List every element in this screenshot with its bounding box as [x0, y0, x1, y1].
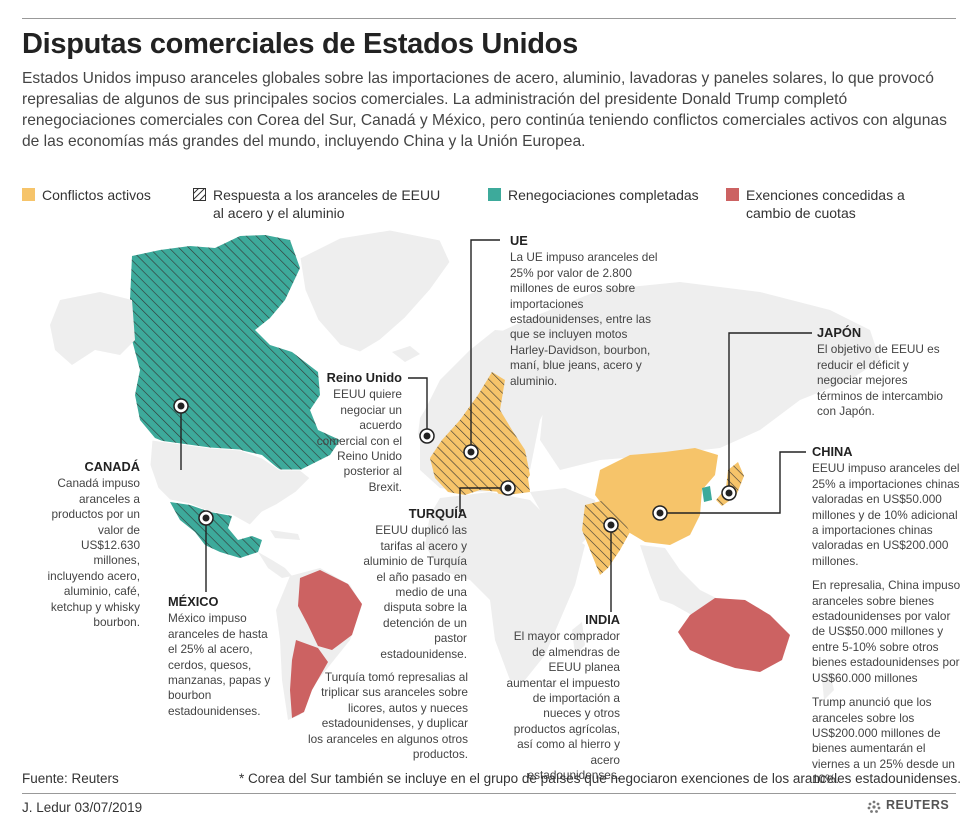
- annotation-china-text-1: EEUU impuso aranceles del 25% a importac…: [812, 461, 960, 568]
- iceland-shape: [392, 346, 420, 362]
- leader-lines: [180, 239, 812, 612]
- india-shape: [582, 500, 630, 575]
- annotation-india-title: INDIA: [585, 612, 620, 627]
- russia-shape: [530, 282, 880, 470]
- annotation-japan-title: JAPÓN: [817, 325, 862, 340]
- annotation-turkey: TURQUÍA EEUU duplicó las tarifas al acer…: [362, 506, 467, 662]
- annotation-mexico: MÉXICO México impuso aranceles de hasta …: [168, 594, 278, 719]
- annotation-eu: UE La UE impuso aranceles del 25% por va…: [510, 233, 662, 389]
- annotation-mexico-title: MÉXICO: [168, 594, 219, 609]
- reuters-logo-icon: [867, 800, 881, 813]
- legend-exemptions: Exenciones concedidas a cambio de cuotas: [726, 186, 926, 222]
- source-note: Fuente: Reuters: [22, 771, 119, 786]
- annotation-eu-text: La UE impuso aranceles del 25% por valor…: [510, 250, 658, 388]
- australia-shape: [678, 598, 790, 672]
- credit-line: J. Ledur 03/07/2019: [22, 800, 143, 815]
- legend-tariff-response: Respuesta a los aranceles de EEUU al ace…: [193, 186, 453, 222]
- marker-eu: [463, 444, 479, 460]
- brazil-shape: [298, 570, 362, 650]
- legend-label-exemptions: Exenciones concedidas a cambio de cuotas: [746, 187, 905, 221]
- usa-shape: [149, 439, 311, 526]
- legend-swatch-active: [22, 188, 35, 201]
- eu-shape: [430, 372, 530, 495]
- legend-label-renegotiated: Renegociaciones completadas: [508, 187, 699, 203]
- annotation-turkey-text-2: Turquía tomó represalias al triplicar su…: [308, 670, 469, 762]
- se-asia-shape: [640, 545, 720, 610]
- annotation-turkey-text-1: EEUU duplicó las tarifas al acero y alum…: [363, 523, 467, 661]
- caribbean-shape: [270, 530, 300, 540]
- legend-renegotiated: Renegociaciones completadas: [488, 186, 699, 204]
- marker-china: [652, 505, 668, 521]
- marker-japan: [721, 485, 737, 501]
- annotation-eu-title: UE: [510, 233, 528, 248]
- marker-mexico: [198, 510, 214, 526]
- annotation-china-title: CHINA: [812, 444, 853, 459]
- annotation-turkey-retaliation: Turquía tomó represalias al triplicar su…: [308, 670, 468, 762]
- annotation-canada-title: CANADÁ: [84, 459, 140, 474]
- china-shape: [595, 448, 718, 545]
- annotation-canada-text: Canadá impuso aranceles a productos por …: [47, 476, 140, 630]
- location-markers: [173, 398, 737, 533]
- page-title: Disputas comerciales de Estados Unidos: [22, 28, 578, 60]
- alaska-shape: [50, 292, 135, 365]
- legend-label-active: Conflictos activos: [42, 187, 151, 203]
- annotation-turkey-title: TURQUÍA: [408, 506, 467, 521]
- footnote: * Corea del Sur también se incluye en el…: [239, 771, 961, 786]
- legend-swatch-exemptions: [726, 188, 739, 201]
- annotation-china-text-3: Trump anunció que los aranceles sobre lo…: [812, 695, 955, 787]
- annotation-uk-text: EEUU quiere negociar un acuerdo comercia…: [316, 387, 402, 494]
- annotation-canada: CANADÁ Canadá impuso aranceles a product…: [40, 459, 140, 630]
- legend-active: Conflictos activos: [22, 186, 151, 204]
- legend-swatch-hatched: [193, 188, 206, 201]
- mexico-shape: [170, 502, 262, 558]
- annotation-mexico-text: México impuso aranceles de hasta el 25% …: [168, 611, 271, 718]
- new-zealand-shape: [822, 672, 834, 700]
- marker-canada: [173, 398, 189, 414]
- annotation-japan: JAPÓN El objetivo de EEUU es reducir el …: [817, 325, 947, 419]
- reuters-logo: REUTERS: [886, 798, 950, 812]
- marker-india: [603, 517, 619, 533]
- legend-swatch-renegotiated: [488, 188, 501, 201]
- argentina-shape: [290, 640, 328, 718]
- legend-label-tariff-response: Respuesta a los aranceles de EEUU al ace…: [213, 187, 441, 221]
- marker-turkey: [500, 480, 516, 496]
- annotation-india-text: El mayor comprador de almendras de EEUU …: [506, 629, 620, 783]
- marker-uk: [419, 428, 435, 444]
- annotation-india: INDIA El mayor comprador de almendras de…: [498, 612, 620, 783]
- south-korea-shape: [702, 486, 712, 502]
- top-rule: [22, 18, 956, 19]
- annotation-china: CHINA EEUU impuso aranceles del 25% a im…: [812, 444, 964, 788]
- africa-shape: [425, 492, 585, 680]
- annotation-uk-title: Reino Unido: [326, 370, 402, 385]
- central-america-shape: [258, 552, 292, 578]
- intro-text: Estados Unidos impuso aranceles globales…: [22, 70, 947, 150]
- madagascar-shape: [572, 622, 585, 655]
- greenland-shape: [299, 229, 451, 353]
- annotation-china-text-2: En represalia, China impuso aranceles so…: [812, 578, 961, 685]
- bottom-rule: [22, 793, 956, 794]
- annotation-uk: Reino Unido EEUU quiere negociar un acue…: [310, 370, 402, 495]
- annotation-japan-text: El objetivo de EEUU es reducir el défici…: [817, 342, 943, 419]
